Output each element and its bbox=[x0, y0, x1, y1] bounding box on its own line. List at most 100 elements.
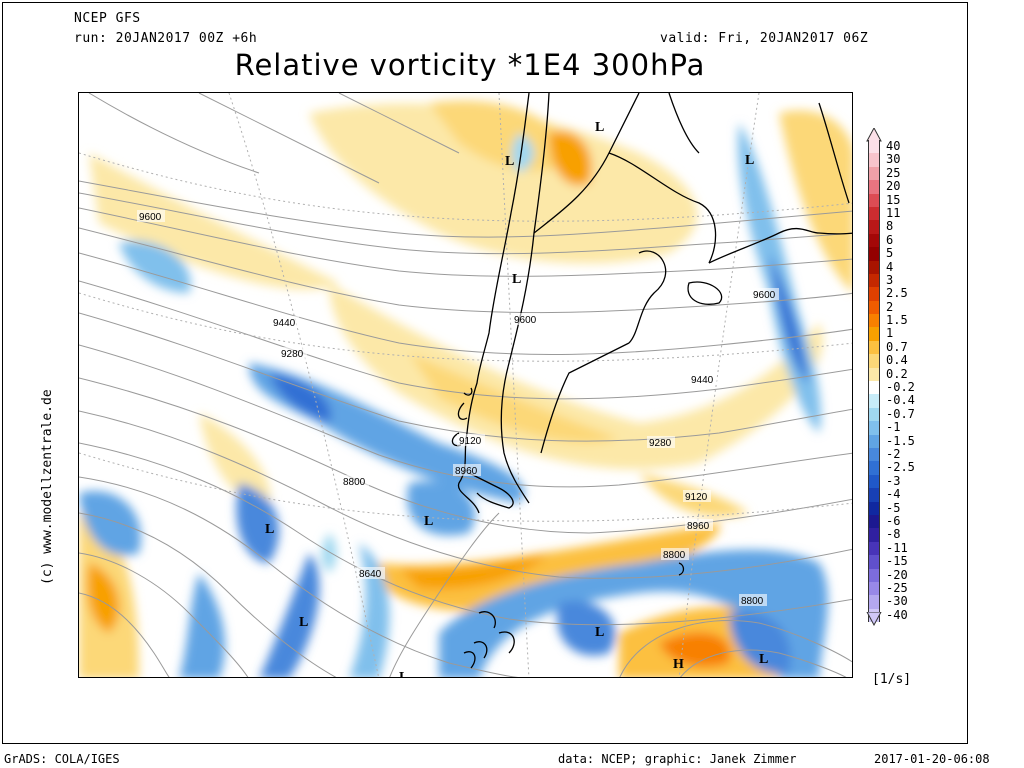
legend-entry: 8 bbox=[868, 220, 928, 234]
legend-entry: 4 bbox=[868, 260, 928, 274]
contour-label: 8960 bbox=[455, 466, 478, 477]
legend-units: [1/s] bbox=[872, 672, 912, 687]
low-pressure-marker: L bbox=[299, 615, 308, 630]
legend-label: -0.7 bbox=[886, 406, 915, 421]
footer-data: data: NCEP; graphic: Janek Zimmer bbox=[558, 752, 797, 766]
legend-swatch bbox=[868, 247, 880, 261]
legend-label: 3 bbox=[886, 272, 894, 287]
legend-swatch bbox=[868, 581, 880, 596]
legend-label: -5 bbox=[886, 500, 901, 515]
legend-swatch bbox=[868, 528, 880, 542]
legend-swatch bbox=[868, 447, 880, 462]
legend-label: -6 bbox=[886, 513, 901, 528]
legend-label: -25 bbox=[886, 580, 908, 595]
contour-label-bg bbox=[341, 475, 369, 487]
legend-label: 20 bbox=[886, 179, 901, 194]
valid-time: valid: Fri, 20JAN2017 06Z bbox=[660, 31, 869, 46]
legend-label: 2 bbox=[886, 299, 894, 314]
legend-label: -8 bbox=[886, 527, 901, 542]
legend-swatch bbox=[868, 260, 880, 274]
legend-entry: -30 bbox=[868, 595, 928, 609]
contour-label: 9120 bbox=[459, 436, 482, 447]
legend-label: -2.5 bbox=[886, 460, 915, 475]
legend-entry: -3 bbox=[868, 473, 928, 489]
contour-label-bg bbox=[357, 567, 385, 579]
legend-entry: 3 bbox=[868, 272, 928, 288]
legend-label: 1.5 bbox=[886, 313, 908, 328]
legend-entry: 5 bbox=[868, 246, 928, 261]
contour-label: 8800 bbox=[663, 550, 686, 561]
legend-entry: 40 bbox=[868, 139, 928, 154]
legend-entry: -0.2 bbox=[868, 381, 928, 395]
legend-entry: -11 bbox=[868, 541, 928, 556]
coastlines bbox=[451, 93, 852, 669]
legend-entry: 6 bbox=[868, 232, 928, 248]
side-credit: (c) www.modellzentrale.de bbox=[40, 389, 55, 585]
contour-label: 8800 bbox=[741, 596, 764, 607]
legend-entry: 1.5 bbox=[868, 313, 928, 328]
legend-entry: 11 bbox=[868, 206, 928, 221]
low-pressure-marker: L bbox=[759, 652, 768, 667]
legend-swatch bbox=[868, 140, 880, 154]
legend-label: 5 bbox=[886, 246, 894, 261]
low-pressure-marker: L bbox=[512, 272, 521, 287]
legend-label: 2.5 bbox=[886, 286, 908, 301]
contour-label: 8960 bbox=[687, 521, 710, 532]
legend-swatch bbox=[868, 501, 880, 515]
legend-swatch bbox=[868, 541, 880, 556]
legend-swatch bbox=[868, 273, 880, 288]
legend-swatch bbox=[868, 488, 880, 502]
legend-entry: -20 bbox=[868, 567, 928, 582]
contour-label-bg bbox=[661, 548, 689, 560]
contour-label-bg bbox=[683, 490, 711, 502]
legend-swatch bbox=[868, 206, 880, 221]
legend-entry: -25 bbox=[868, 580, 928, 596]
legend-entry: -0.7 bbox=[868, 406, 928, 422]
contour-label: 9600 bbox=[753, 290, 776, 301]
legend-swatch bbox=[868, 421, 880, 435]
legend-entry: -1 bbox=[868, 420, 928, 435]
legend-swatch bbox=[868, 514, 880, 529]
legend-swatch bbox=[868, 434, 880, 448]
legend-label: -20 bbox=[886, 567, 908, 582]
legend-entry: -8 bbox=[868, 527, 928, 542]
legend-label: -3 bbox=[886, 473, 901, 488]
legend-entry: 30 bbox=[868, 152, 928, 167]
legend-entry: 0.4 bbox=[868, 353, 928, 368]
legend-entry: 2 bbox=[868, 299, 928, 315]
legend-swatch bbox=[868, 300, 880, 315]
pressure-centers: L L L L L L L L L L H bbox=[265, 120, 768, 677]
contour-label: 9120 bbox=[685, 492, 708, 503]
legend-swatch bbox=[868, 381, 880, 395]
legend-label: 40 bbox=[886, 139, 901, 153]
contour-label-bg bbox=[685, 519, 713, 531]
legend-swatch bbox=[868, 193, 880, 207]
contour-label-bg bbox=[647, 436, 675, 448]
contour-label: 9280 bbox=[281, 349, 304, 360]
legend-arrow-down bbox=[866, 612, 882, 626]
vorticity-map: 9600 9440 9280 9120 8960 8800 8640 9600 9440 9280… bbox=[78, 92, 853, 678]
legend-label: -1 bbox=[886, 420, 901, 435]
contour-label: 9600 bbox=[514, 315, 537, 326]
low-pressure-marker: L bbox=[265, 522, 274, 537]
legend-label: 0.4 bbox=[886, 353, 908, 368]
legend-label: 6 bbox=[886, 232, 894, 247]
high-pressure-marker: H bbox=[673, 657, 684, 672]
legend-entry: 2.5 bbox=[868, 286, 928, 301]
low-pressure-marker: L bbox=[595, 625, 604, 640]
legend-label: 0.2 bbox=[886, 366, 908, 381]
contour-label-bg bbox=[739, 594, 767, 606]
legend-swatch bbox=[868, 354, 880, 368]
legend-swatch bbox=[868, 220, 880, 234]
low-pressure-marker: L bbox=[745, 153, 754, 168]
low-pressure-marker: L bbox=[424, 514, 433, 529]
contour-label: 9280 bbox=[649, 438, 672, 449]
contour-labels: 9600 9440 9280 9120 8960 8800 8640 9600 9440 9280… bbox=[137, 210, 779, 607]
legend: 40 30 25 20 15 11 8 6 5 4 3 2.5 2 1.5 1 0.7 0.4 0.2 -0.2 -0… bbox=[868, 139, 928, 623]
legend-label: -4 bbox=[886, 487, 901, 502]
legend-entry: 20 bbox=[868, 179, 928, 194]
model-name: NCEP GFS bbox=[74, 11, 141, 26]
legend-entry: 0.2 bbox=[868, 366, 928, 382]
legend-label: 30 bbox=[886, 152, 901, 167]
contour-label: 8800 bbox=[343, 477, 366, 488]
